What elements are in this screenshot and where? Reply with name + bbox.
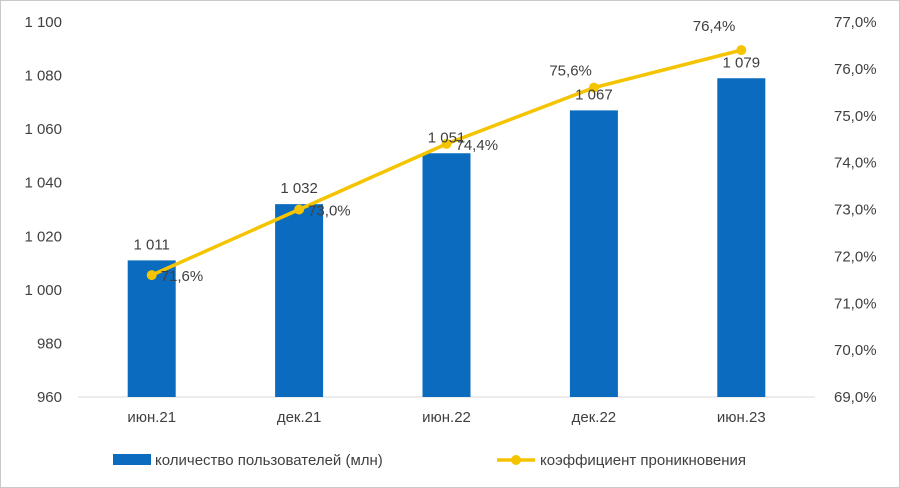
y-left-axis-ticks: 960 980 1 000 1 020 1 040 1 060 1 080 1 100	[24, 14, 62, 406]
legend-line-label: коэффициент проникновения	[540, 452, 746, 469]
y-right-tick-label: 71,0%	[834, 295, 877, 312]
line-point	[441, 138, 452, 149]
y-right-tick-label: 73,0%	[834, 202, 877, 219]
bar	[422, 153, 471, 397]
legend: количество пользователей (млн) коэффицие…	[113, 452, 746, 469]
line-point	[736, 45, 747, 56]
line-data-label: 74,4%	[456, 137, 499, 154]
x-tick-label: дек.22	[572, 409, 617, 426]
y-right-tick-label: 75,0%	[834, 108, 877, 125]
bar	[569, 110, 618, 398]
bar-data-label: 1 032	[280, 180, 318, 197]
y-right-tick-label: 74,0%	[834, 155, 877, 172]
legend-bar-label: количество пользователей (млн)	[155, 452, 383, 469]
line-data-labels: 71,6% 73,0% 74,4% 75,6% 76,4%	[161, 18, 736, 285]
bar	[127, 260, 176, 397]
y-right-tick-label: 69,0%	[834, 389, 877, 406]
bar	[275, 204, 324, 397]
bar-data-label: 1 079	[723, 54, 761, 71]
line-data-label: 76,4%	[693, 18, 736, 35]
x-tick-label: дек.21	[277, 409, 322, 426]
y-left-tick-label: 1 100	[24, 14, 62, 31]
bar-data-label: 1 051	[428, 129, 466, 146]
legend-bar-swatch	[113, 454, 151, 465]
line-data-label: 71,6%	[161, 268, 204, 285]
y-left-tick-label: 1 060	[24, 121, 62, 138]
line-point	[146, 270, 157, 281]
y-right-tick-label: 72,0%	[834, 248, 877, 265]
line-data-label: 75,6%	[549, 63, 592, 80]
bar-data-label: 1 011	[133, 236, 169, 253]
x-tick-label: июн.22	[422, 409, 471, 426]
y-right-tick-label: 77,0%	[834, 14, 877, 31]
y-left-tick-label: 960	[37, 389, 62, 406]
y-left-tick-label: 1 020	[24, 228, 62, 245]
bars-group	[127, 78, 766, 398]
y-left-tick-label: 1 000	[24, 282, 62, 299]
x-axis-ticks: июн.21 дек.21 июн.22 дек.22 июн.23	[127, 409, 765, 426]
line-point	[294, 204, 305, 215]
y-left-tick-label: 980	[37, 335, 62, 352]
y-right-tick-label: 70,0%	[834, 342, 877, 359]
y-right-tick-label: 76,0%	[834, 61, 877, 78]
x-tick-label: июн.23	[717, 409, 766, 426]
legend-line-marker	[511, 455, 521, 465]
bar-data-labels: 1 011 1 032 1 051 1 067 1 079	[133, 54, 760, 253]
bar-data-label: 1 067	[575, 86, 613, 103]
y-left-tick-label: 1 080	[24, 68, 62, 85]
y-right-axis-ticks: 69,0% 70,0% 71,0% 72,0% 73,0% 74,0% 75,0% 76,0%…	[834, 14, 877, 406]
line-series-group	[146, 45, 747, 281]
line-data-label: 73,0%	[308, 203, 351, 220]
line-point	[588, 82, 599, 93]
x-tick-label: июн.21	[127, 409, 176, 426]
y-left-tick-label: 1 040	[24, 175, 62, 192]
bar	[717, 78, 766, 397]
